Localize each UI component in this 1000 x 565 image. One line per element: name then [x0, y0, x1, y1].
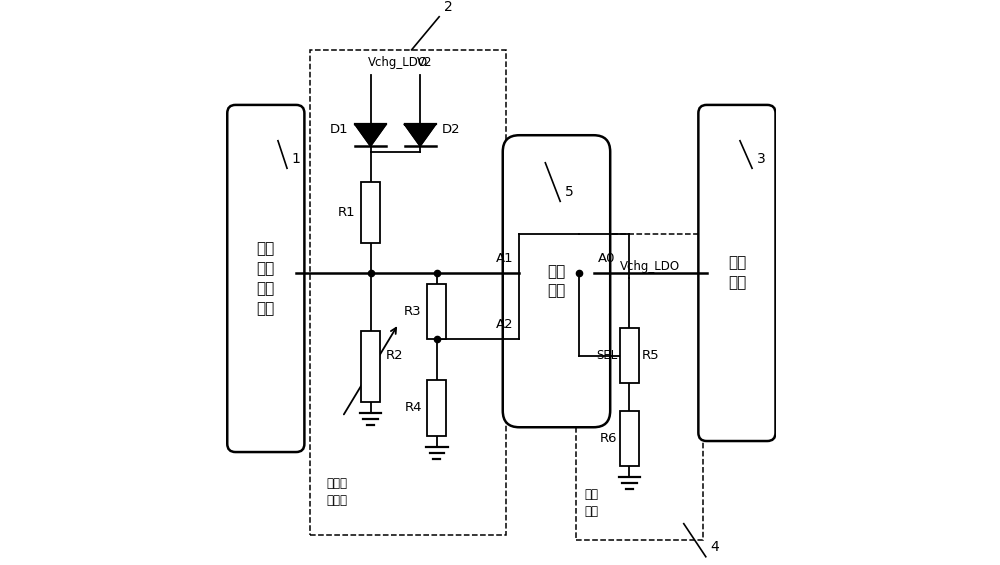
Text: 温度传
感单元: 温度传 感单元	[326, 477, 347, 507]
Bar	[427, 284, 446, 339]
Text: 1: 1	[291, 151, 300, 166]
Bar	[620, 328, 639, 383]
Bar	[620, 411, 639, 466]
Text: R4: R4	[404, 402, 422, 415]
Text: D1: D1	[330, 123, 348, 136]
Polygon shape	[355, 124, 386, 146]
Text: 3: 3	[756, 151, 765, 166]
Bar	[576, 234, 703, 540]
FancyBboxPatch shape	[503, 135, 610, 427]
Text: V2: V2	[417, 56, 433, 69]
Bar	[427, 380, 446, 436]
Text: 2: 2	[444, 0, 452, 14]
Text: A2: A2	[496, 318, 514, 331]
Bar	[361, 182, 380, 242]
Text: R3: R3	[404, 305, 422, 318]
Text: SEL: SEL	[596, 349, 617, 362]
Polygon shape	[405, 124, 436, 146]
Text: 处理
单元: 处理 单元	[728, 255, 746, 290]
Bar	[310, 50, 506, 534]
Text: A1: A1	[496, 251, 514, 265]
Text: R2: R2	[385, 349, 403, 362]
Text: Vchg_LDO: Vchg_LDO	[620, 260, 680, 273]
Text: 充电
温度
保护
单元: 充电 温度 保护 单元	[257, 241, 275, 316]
Text: 4: 4	[710, 540, 719, 554]
Text: D2: D2	[442, 123, 461, 136]
Text: R5: R5	[642, 349, 659, 362]
Text: A0: A0	[598, 251, 616, 265]
Text: 检测
单元: 检测 单元	[584, 488, 598, 518]
FancyBboxPatch shape	[698, 105, 776, 441]
Text: R6: R6	[600, 432, 617, 445]
FancyBboxPatch shape	[227, 105, 304, 452]
Text: R1: R1	[338, 206, 356, 219]
Text: 5: 5	[565, 185, 573, 198]
Bar	[361, 331, 380, 402]
Text: 开关
单元: 开关 单元	[547, 264, 566, 299]
Text: Vchg_LDO: Vchg_LDO	[368, 56, 428, 69]
